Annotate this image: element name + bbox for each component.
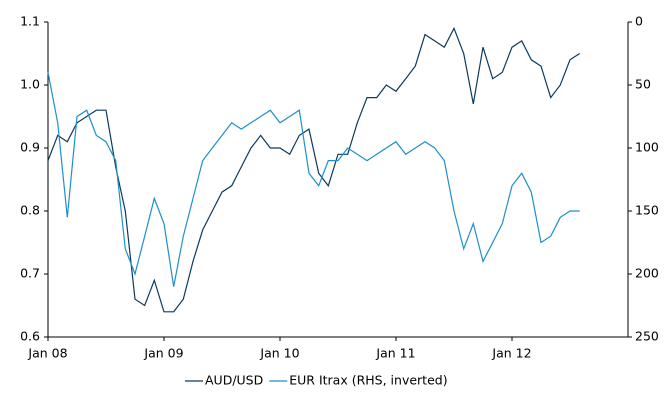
y-tick-label: 1.0	[20, 77, 40, 92]
y2-tick-label: 200	[635, 266, 659, 281]
x-tick-label: Jan 08	[27, 346, 67, 361]
x-tick-label: Jan 09	[143, 346, 183, 361]
y-tick-label: 0.8	[20, 203, 40, 218]
y2-tick-label: 50	[635, 77, 651, 92]
y-tick-label: 1.1	[20, 14, 40, 29]
y2-tick-label: 250	[635, 329, 659, 344]
y-tick-label: 0.7	[20, 266, 40, 281]
x-tick-label: Jan 12	[491, 346, 531, 361]
y2-tick-label: 100	[635, 140, 659, 155]
y2-tick-label: 0	[635, 14, 643, 29]
x-tick-label: Jan 11	[375, 346, 415, 361]
legend-label: AUD/USD	[205, 373, 263, 388]
x-tick-label: Jan 10	[259, 346, 299, 361]
series-line	[47, 72, 580, 287]
series-line	[47, 26, 581, 313]
legend-label: EUR Itrax (RHS, inverted)	[289, 373, 447, 388]
y-tick-label: 0.9	[20, 140, 40, 155]
y2-tick-label: 150	[635, 203, 659, 218]
y-tick-label: 0.6	[20, 329, 40, 344]
